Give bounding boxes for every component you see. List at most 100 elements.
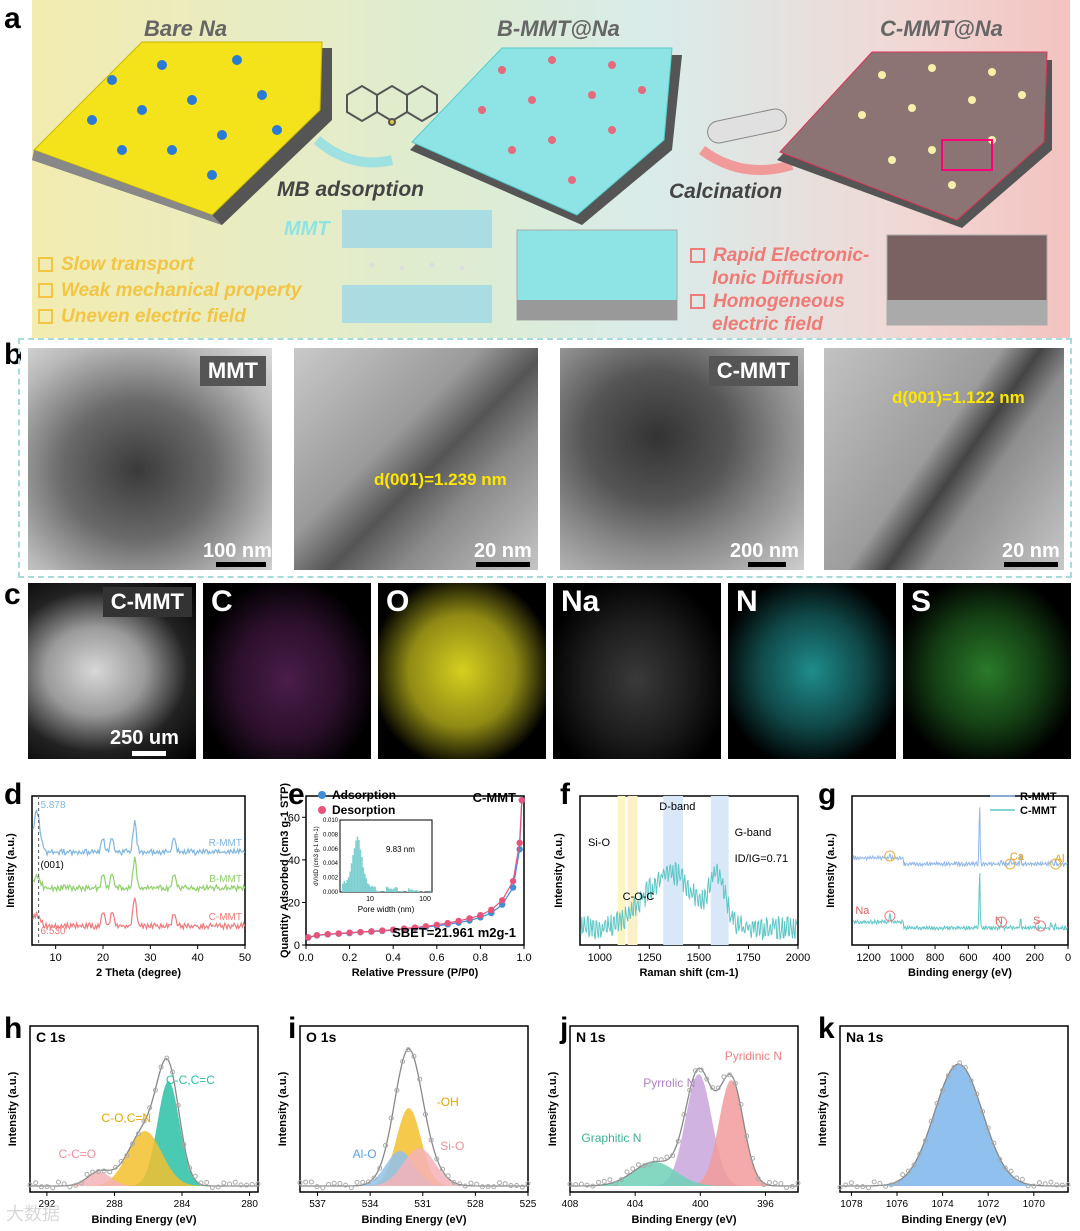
- chart-k-raw-point: [1054, 1182, 1060, 1188]
- chart-h-title: C 1s: [36, 1029, 66, 1045]
- chart-k-raw-point: [837, 1184, 843, 1190]
- panel-label-b: b: [4, 338, 23, 371]
- eds-map-c: C: [203, 583, 371, 759]
- chart-i-title: O 1s: [306, 1029, 337, 1045]
- chart-h-c1s: 292 288 284 280 Binding Energy (eV) Intensity…: [7, 1025, 261, 1226]
- chart-e-inset-bar: [412, 890, 414, 892]
- chart-j-label-pyridinic: Pyridinic N: [725, 1049, 782, 1063]
- chart-e-inset-bar: [364, 873, 366, 892]
- chart-j-raw-point: [767, 1180, 772, 1186]
- chart-e-inset-bar: [350, 863, 353, 892]
- chart-j-raw-point: [749, 1155, 755, 1161]
- chart-d-xtick-label: 20: [97, 952, 109, 964]
- chart-i-xtick-label: 531: [414, 1199, 431, 1210]
- chart-e-inset-peak: 9.83 nm: [386, 845, 415, 854]
- chart-e-inset-bar: [352, 855, 354, 892]
- chart-k-raw-point: [905, 1168, 911, 1174]
- chart-j-raw-point: [761, 1182, 767, 1188]
- chart-e-inset-bar: [390, 888, 392, 892]
- panel-a-schematic: Bare Na B-MMT@Na C-MMT@Na MB adsorption …: [32, 0, 1070, 338]
- chart-e-point: [477, 912, 484, 919]
- chart-g-series-line: [852, 807, 1068, 868]
- chart-e-inset-xtick-label: 100: [419, 896, 431, 903]
- eds-map-n: N: [728, 583, 896, 759]
- chart-j-xtick-label: 400: [692, 1199, 709, 1210]
- chart-k-raw-point: [894, 1180, 900, 1186]
- chart-h-raw-point: [244, 1182, 250, 1188]
- chart-k-frame: [839, 1025, 1069, 1193]
- chart-h-raw-point: [175, 1102, 181, 1108]
- chart-i-raw-point: [434, 1156, 440, 1162]
- tem-image-mmt-hr: d(001)=1.239 nm 20 nm: [294, 348, 538, 570]
- chart-d-series-line: [32, 897, 246, 932]
- chart-j-label-pyrrolic: Pyrrolic N: [643, 1076, 695, 1090]
- chart-j-title: N 1s: [576, 1029, 606, 1045]
- chart-k-raw-point: [957, 1060, 963, 1066]
- chart-f-annotation-ratio: ID/IG=0.71: [735, 853, 789, 865]
- chart-j-raw-point: [670, 1153, 676, 1159]
- chart-f-xtick-label: 1750: [736, 952, 760, 964]
- chart-d-series-line: [32, 809, 246, 858]
- chart-g-xps-survey: 1200 1000 800 600 400 200 0 Binding energy (eV)…: [825, 791, 1071, 979]
- chart-i-xtick-label: 528: [467, 1199, 484, 1210]
- chart-i-frame: [299, 1025, 529, 1193]
- chart-k-raw-point: [1025, 1183, 1031, 1189]
- chart-g-annotation-ca: Ca: [1010, 851, 1025, 863]
- chart-h-raw-point: [209, 1184, 215, 1190]
- spacing-label-2: d(001)=1.122 nm: [892, 388, 1025, 407]
- chart-h-raw-point: [198, 1180, 204, 1186]
- chart-h-raw-point: [118, 1158, 124, 1164]
- chart-i-raw-point: [354, 1179, 360, 1185]
- chart-h-xlabel: Binding Energy (eV): [91, 1214, 196, 1226]
- chart-f-xlabel: Raman shift (cm-1): [639, 967, 738, 979]
- chart-e-point: [357, 928, 364, 936]
- chart-e-point: [379, 927, 386, 934]
- chart-k-raw-point: [974, 1091, 980, 1097]
- panel-label-d: d: [4, 778, 23, 811]
- chart-i-raw-point: [440, 1166, 445, 1172]
- chart-j-raw-point: [601, 1178, 607, 1184]
- chart-e-inset-bar: [387, 887, 390, 892]
- eds-label-c: C: [211, 585, 233, 618]
- chart-i-raw-point: [497, 1180, 502, 1186]
- chart-j-frame: [569, 1025, 799, 1193]
- chart-e-inset-ytick-label: 0.008: [323, 832, 339, 838]
- chart-i-raw-point: [525, 1181, 531, 1187]
- chart-h-raw-point: [170, 1069, 175, 1075]
- eds-scale-text: 250 um: [110, 727, 179, 749]
- chart-i-o1s: 537 534 531 528 525 Binding Energy (eV) Intens…: [277, 1025, 537, 1226]
- chart-g-annotation-n: N: [995, 915, 1003, 927]
- chart-j-raw-point: [664, 1154, 670, 1160]
- panel-label-f: f: [560, 778, 570, 811]
- chart-e-point: [400, 925, 408, 932]
- chart-e-inset-ytick-label: 0.000: [323, 890, 339, 896]
- tem-image-cmmt-hr: d(001)=1.122 nm 20 nm: [824, 348, 1064, 570]
- chart-h-raw-point: [90, 1169, 96, 1175]
- chart-j-raw-point: [710, 1085, 715, 1091]
- chart-j-raw-point: [624, 1169, 630, 1175]
- panel-label-e: e: [288, 778, 305, 811]
- chart-h-raw-point: [227, 1181, 232, 1187]
- chart-e-inset-bar: [358, 840, 360, 892]
- chart-e-xtick-label: 1.0: [516, 952, 531, 964]
- chart-f-xtick-label: 1250: [637, 952, 661, 964]
- scale-bar-2: [476, 562, 530, 567]
- chart-j-raw-point: [744, 1133, 750, 1139]
- benefit-3: Homogeneous: [690, 291, 845, 313]
- chart-d-ylabel: Intensity (a.u.): [5, 833, 17, 908]
- chart-k-raw-point: [985, 1125, 991, 1131]
- spacing-label-1: d(001)=1.239 nm: [374, 470, 507, 489]
- chart-k-raw-point: [888, 1182, 894, 1188]
- chart-e-inset-bar: [368, 884, 370, 892]
- chart-j-raw-point: [641, 1163, 647, 1169]
- chart-h-frame: [29, 1025, 259, 1193]
- chart-e-legend-1: Adsorption: [332, 788, 396, 802]
- eds-label-o: O: [386, 585, 410, 618]
- chart-e-xtick-label: 0.8: [473, 952, 488, 964]
- chart-f-band-coc: [627, 796, 638, 945]
- chart-e-inset-bar: [343, 880, 346, 892]
- chart-e-inset-ytick-label: 0.004: [323, 861, 339, 867]
- chart-k-raw-point: [997, 1156, 1003, 1162]
- chart-j-raw-point: [658, 1157, 664, 1163]
- mb-molecule: [346, 84, 438, 126]
